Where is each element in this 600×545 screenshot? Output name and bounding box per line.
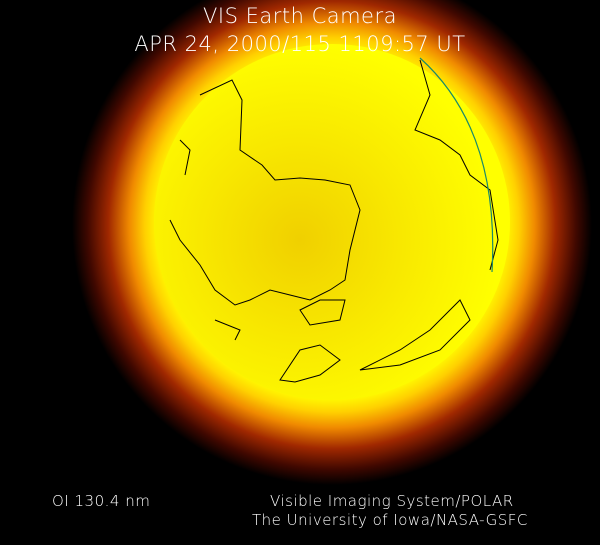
image-timestamp: APR 24, 2000/115 1109:57 UT (134, 32, 466, 56)
earth-disk (154, 44, 510, 400)
wavelength-label: OI 130.4 nm (52, 492, 151, 510)
credit-instrument: Visible Imaging System/POLAR (270, 492, 514, 510)
image-title: VIS Earth Camera (203, 4, 397, 28)
coastlines (169, 59, 499, 383)
credit-institution: The University of Iowa/NASA-GSFC (252, 511, 528, 529)
terminator-line (419, 57, 494, 273)
